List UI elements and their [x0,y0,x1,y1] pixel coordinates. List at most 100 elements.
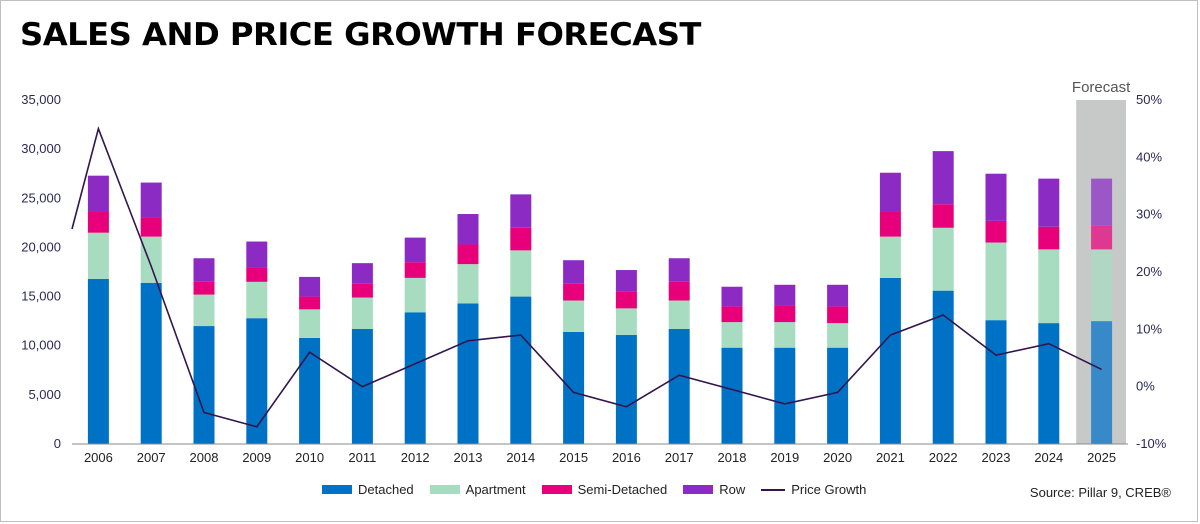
y-left-tick-label: 0 [54,436,61,451]
bar-apartment-2023 [985,242,1007,321]
bar-semi-detached-2022 [932,204,954,228]
price-growth-line [71,126,1102,428]
bar-row-2016 [615,270,637,292]
bar-row-2024 [1038,178,1060,227]
legend-item-row: Row [683,482,745,497]
x-tick-label: 2021 [876,450,905,465]
y-right-tick-label: 40% [1136,149,1162,164]
x-tick-label: 2022 [929,450,958,465]
bar-row-2022 [932,151,954,205]
legend-item-semi-detached: Semi-Detached [541,482,668,497]
bar-detached-2006 [87,278,109,444]
bar-detached-2021 [879,277,901,444]
bar-apartment-2014 [510,250,532,297]
bar-semi-detached-2014 [510,227,532,251]
bar-row-2018 [721,286,743,307]
x-tick-label: 2018 [718,450,747,465]
bar-apartment-2017 [668,300,690,330]
y-right-tick-label: -10% [1136,436,1167,451]
bar-apartment-2012 [404,277,426,313]
bar-detached-2019 [774,347,796,444]
bar-semi-detached-2025 [1091,225,1113,250]
y-left-tick-label: 20,000 [21,239,61,254]
bar-semi-detached-2010 [299,296,321,310]
bar-row-2017 [668,258,690,282]
bar-semi-detached-2015 [563,283,585,301]
legend-label-apartment: Apartment [465,482,526,497]
legend-swatch-detached [322,485,352,494]
x-tick-label: 2020 [823,450,852,465]
legend-swatch-price-growth [761,488,786,491]
source-note: Source: Pillar 9, CREB® [1029,485,1171,500]
bar-detached-2024 [1038,323,1060,444]
bar-apartment-2006 [87,232,109,279]
bar-semi-detached-2012 [404,262,426,278]
bar-apartment-2022 [932,227,954,291]
y-left-tick-label: 35,000 [21,92,61,107]
bar-semi-detached-2019 [774,305,796,323]
x-tick-label: 2009 [242,450,271,465]
bar-semi-detached-2024 [1038,226,1060,250]
legend-label-semi-detached: Semi-Detached [577,482,668,497]
bar-row-2012 [404,237,426,263]
bar-detached-2007 [140,282,162,444]
bar-apartment-2021 [879,236,901,278]
bar-detached-2008 [193,326,215,444]
bar-detached-2025 [1091,321,1113,444]
bar-apartment-2016 [615,308,637,335]
y-left-tick-label: 25,000 [21,190,61,205]
x-tick-label: 2011 [348,450,376,465]
x-tick-label: 2006 [84,450,113,465]
bar-apartment-2008 [193,294,215,327]
y-right-tick-label: 10% [1136,321,1162,336]
x-tick-label: 2017 [665,450,694,465]
y-right-tick-label: 20% [1136,264,1162,279]
bar-apartment-2011 [351,297,373,330]
legend-item-apartment: Apartment [429,482,526,497]
y-left-tick-label: 30,000 [21,141,61,156]
bar-row-2010 [299,276,321,297]
bar-row-2011 [351,263,373,284]
bar-apartment-2024 [1038,249,1060,324]
bar-apartment-2020 [827,323,849,348]
x-tick-label: 2013 [454,450,483,465]
y-right-tick-label: 50% [1136,92,1162,107]
chart-title: SALES AND PRICE GROWTH FORECAST [20,17,701,53]
bar-detached-2012 [404,312,426,444]
bar-detached-2018 [721,347,743,444]
legend-label-detached: Detached [358,482,414,497]
x-tick-label: 2014 [506,450,535,465]
bar-detached-2022 [932,290,954,444]
bar-semi-detached-2009 [246,267,268,282]
y-left-tick-label: 15,000 [21,289,61,304]
x-tick-label: 2016 [612,450,641,465]
bar-row-2013 [457,214,479,245]
legend-item-price-growth: Price Growth [761,482,866,497]
bar-apartment-2025 [1091,249,1113,322]
bar-row-2021 [879,172,901,212]
bar-row-2019 [774,284,796,306]
bar-semi-detached-2013 [457,244,479,265]
bar-row-2008 [193,258,215,282]
x-tick-label: 2025 [1087,450,1116,465]
bar-semi-detached-2016 [615,291,637,309]
bar-semi-detached-2008 [193,281,215,295]
legend-label-price-growth: Price Growth [791,482,867,497]
bar-row-2020 [827,284,849,307]
x-tick-label: 2012 [401,450,430,465]
bar-row-2023 [985,173,1007,221]
bar-detached-2023 [985,320,1007,444]
x-tick-label: 2007 [137,450,166,465]
bar-row-2007 [140,182,162,218]
bar-detached-2009 [246,318,268,444]
bar-apartment-2015 [563,300,585,332]
bar-detached-2016 [615,334,637,444]
bar-row-2025 [1091,178,1113,226]
bar-row-2006 [87,175,109,212]
legend-item-detached: Detached [322,482,414,497]
x-tick-label: 2008 [190,450,219,465]
legend-swatch-semi-detached [541,485,572,494]
bar-row-2015 [563,260,585,284]
y-left-tick-label: 10,000 [21,338,61,353]
